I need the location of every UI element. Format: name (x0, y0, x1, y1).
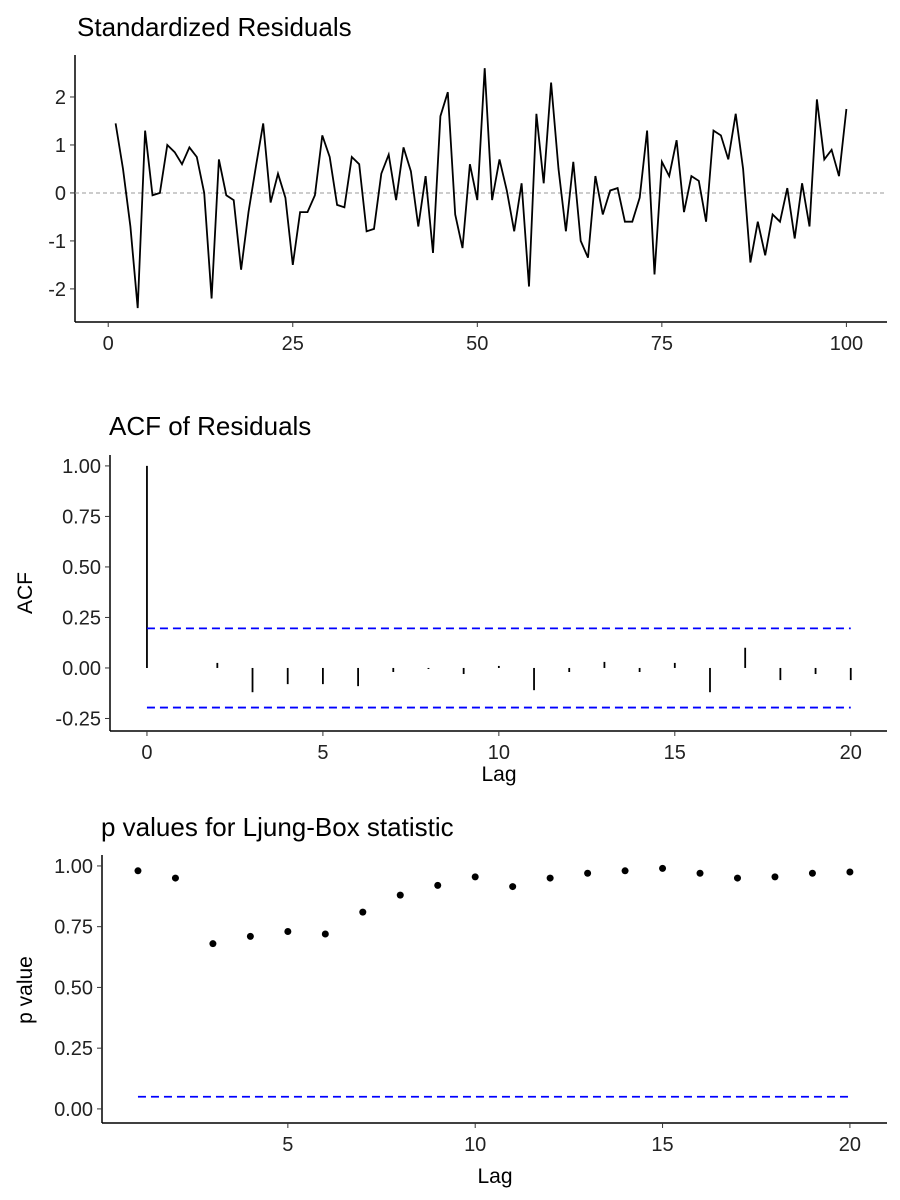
ljung-box-y-tick-label: 0.75 (54, 917, 93, 939)
p-value-point-lag-19 (808, 869, 816, 877)
p-value-point-lag-7 (359, 908, 367, 916)
acf-x-tick-label: 5 (317, 742, 328, 764)
residuals-x-tick-label: 0 (103, 333, 114, 355)
p-value-point-lag-6 (321, 930, 329, 938)
residuals-x-tick-label: 50 (466, 333, 488, 355)
p-value-point-lag-8 (396, 891, 404, 899)
ljung-box-x-tick-label: 15 (651, 1134, 673, 1156)
acf-y-tick-label: 0.75 (62, 506, 101, 528)
residuals-title: Standardized Residuals (77, 12, 352, 42)
p-value-point-lag-17 (733, 874, 741, 882)
p-value-point-lag-15 (659, 864, 667, 872)
acf-y-tick-label: 1.00 (62, 456, 101, 478)
residuals-x-tick-label: 25 (282, 333, 304, 355)
acf-x-tick-label: 0 (141, 742, 152, 764)
acf-x-tick-label: 15 (664, 742, 686, 764)
acf-title: ACF of Residuals (109, 411, 311, 441)
residuals-x-tick-label: 100 (830, 333, 863, 355)
p-value-point-lag-14 (621, 867, 629, 875)
ljung-box-x-tick-label: 10 (464, 1134, 486, 1156)
p-value-point-lag-2 (171, 874, 179, 882)
p-value-point-lag-9 (434, 881, 442, 889)
ljung-box-xlabel: Lag (477, 1165, 512, 1188)
residuals-y-tick-label: 2 (55, 87, 66, 109)
p-value-point-lag-11 (509, 883, 517, 891)
residuals-panel: 0 25 50 75 100 -2 -1 0 1 2 (48, 55, 887, 355)
acf-ylabel: ACF (14, 572, 37, 614)
acf-y-tick-label: 0.50 (62, 557, 101, 579)
residuals-y-tick-label: -2 (48, 279, 66, 301)
ljung-box-y-tick-label: 0.50 (54, 977, 93, 999)
residuals-y-tick-label: 0 (55, 183, 66, 205)
p-value-point-lag-12 (546, 874, 554, 882)
p-value-point-lag-16 (696, 869, 704, 877)
ljung-box-y-tick-label: 0.00 (54, 1099, 93, 1121)
acf-y-tick-label: 0.00 (62, 658, 101, 680)
ljung-box-title: p values for Ljung-Box statistic (101, 812, 454, 842)
p-value-point-lag-5 (284, 928, 292, 936)
acf-xlabel: Lag (481, 763, 516, 786)
ljung-box-ylabel: p value (14, 956, 37, 1024)
p-value-point-lag-1 (134, 867, 142, 875)
residuals-y-tick-label: -1 (48, 231, 66, 253)
p-value-point-lag-13 (584, 869, 592, 877)
residuals-series-line (114, 68, 848, 309)
ljung-box-x-tick-label: 5 (282, 1134, 293, 1156)
ljung-box-y-tick-label: 1.00 (54, 856, 93, 878)
acf-y-tick-label: 0.25 (62, 607, 101, 629)
ljung-box-x-tick-label: 20 (839, 1134, 861, 1156)
acf-panel: 0 5 10 15 20 -0.25 0.00 0.25 0.50 0.75 1.00 (55, 455, 887, 764)
ljung-box-y-tick-label: 0.25 (54, 1038, 93, 1060)
residuals-x-tick-label: 75 (651, 333, 673, 355)
ljung-box-panel: 5 10 15 20 0.00 0.25 0.50 0.75 1.00 (54, 855, 887, 1156)
acf-x-tick-label: 10 (488, 742, 510, 764)
residuals-y-tick-label: 1 (55, 135, 66, 157)
acf-y-tick-label: -0.25 (55, 708, 101, 730)
p-value-point-lag-18 (771, 873, 779, 881)
p-value-point-lag-3 (209, 940, 217, 948)
p-value-point-lag-10 (471, 873, 479, 881)
p-value-point-lag-20 (846, 868, 854, 876)
acf-x-tick-label: 20 (840, 742, 862, 764)
p-value-point-lag-4 (246, 932, 254, 940)
